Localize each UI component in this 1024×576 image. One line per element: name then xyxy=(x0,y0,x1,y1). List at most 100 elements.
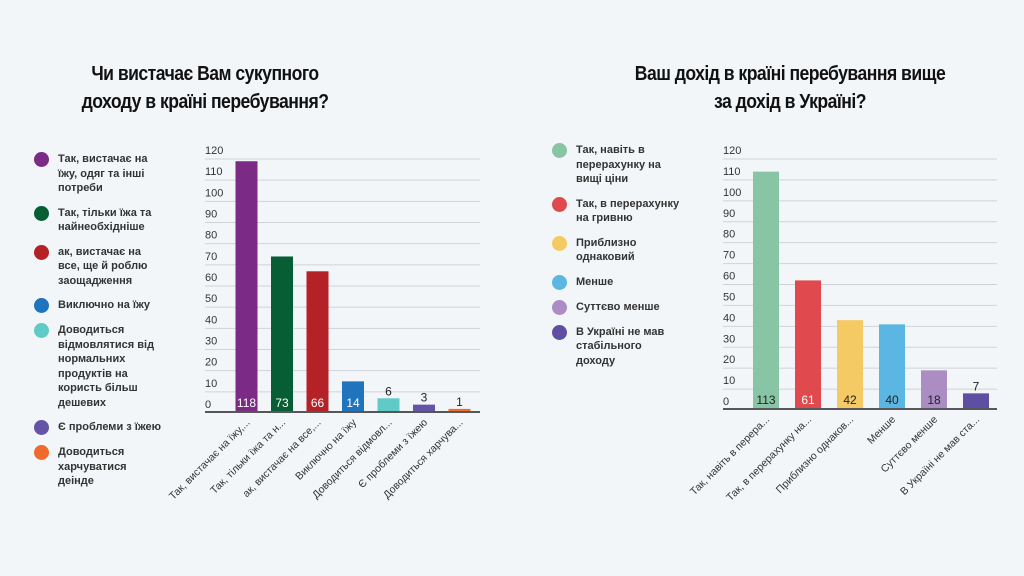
y-tick-label: 110 xyxy=(205,166,223,178)
y-tick-label: 20 xyxy=(205,357,217,369)
legend-swatch xyxy=(34,323,49,338)
bar xyxy=(753,171,779,408)
legend-swatch xyxy=(34,420,49,435)
legend-item: Доводиться відмовлятися від нормальних п… xyxy=(34,323,164,410)
legend-swatch xyxy=(552,235,567,251)
bar-value-label: 18 xyxy=(927,393,941,407)
bar-value-label: 66 xyxy=(311,396,325,410)
bar-value-label: 113 xyxy=(756,393,775,407)
y-tick-label: 70 xyxy=(723,250,735,262)
y-tick-label: 80 xyxy=(205,230,217,242)
bar-value-label: 40 xyxy=(885,393,899,407)
legend-swatch xyxy=(552,196,567,212)
chart2-title: Ваш дохід в країні перебування вище за д… xyxy=(623,60,957,116)
chart1-title-line: Чи вистачає Вам сукупного xyxy=(91,63,319,85)
y-tick-label: 70 xyxy=(205,251,217,263)
y-tick-label: 30 xyxy=(205,336,217,348)
legend-swatch xyxy=(552,143,567,158)
legend-item: Виключно на їжу xyxy=(34,298,164,313)
legend-swatch xyxy=(34,445,49,460)
legend-label: Виключно на їжу xyxy=(58,299,150,311)
legend-label: Так, навіть в перерахунку на вищі ціни xyxy=(576,144,661,185)
y-tick-label: 10 xyxy=(205,378,217,390)
bar-value-label: 6 xyxy=(385,384,392,398)
legend-label: Приблизно однаковий xyxy=(576,236,637,264)
legend-item: Є проблеми з їжею xyxy=(34,420,164,435)
y-tick-label: 60 xyxy=(723,271,735,283)
legend-label: Доводиться харчуватися деінде xyxy=(58,446,127,487)
bar xyxy=(795,280,821,408)
legend-swatch xyxy=(34,244,49,260)
bar xyxy=(377,398,400,411)
bar-value-label: 61 xyxy=(801,393,815,407)
y-tick-label: 20 xyxy=(723,354,735,366)
x-tick-label: Приблизно однаков... xyxy=(774,414,856,496)
y-tick-label: 110 xyxy=(723,166,741,178)
x-tick-label: В Україні не мав ста... xyxy=(898,414,982,498)
legend-swatch xyxy=(552,274,567,290)
legend-item: Доводиться харчуватися деінде xyxy=(34,445,164,489)
bar xyxy=(413,404,435,411)
x-tick-label: Виключно на їжу xyxy=(293,416,359,482)
legend-swatch xyxy=(34,152,49,167)
legend-label: Доводиться відмовлятися від нормальних п… xyxy=(58,324,155,409)
bar xyxy=(837,320,863,408)
y-tick-label: 50 xyxy=(723,291,735,303)
legend-swatch xyxy=(552,324,567,340)
y-tick-label: 30 xyxy=(723,333,735,345)
x-tick-label: Так, в перерахунку на... xyxy=(724,414,814,504)
legend-label: ак, вистачає на все, ще й роблю заощадже… xyxy=(58,245,148,287)
y-tick-label: 40 xyxy=(723,312,735,324)
legend-item: Так, тільки їжа та найнеобхідніше xyxy=(34,205,164,235)
bar xyxy=(306,271,329,411)
bar-value-label: 42 xyxy=(843,393,857,407)
y-tick-label: 50 xyxy=(205,293,217,305)
y-tick-label: 10 xyxy=(723,375,735,387)
bar-value-label: 3 xyxy=(421,391,428,405)
legend-label: Менше xyxy=(576,275,614,288)
y-tick-label: 60 xyxy=(205,272,217,284)
chart2-title-line: за дохід в Україні? xyxy=(714,91,866,113)
bar xyxy=(963,393,989,408)
legend-item: В Україні не мав стабільного доходу xyxy=(552,324,682,369)
legend-label: Так, тільки їжа та найнеобхідніше xyxy=(58,206,152,234)
bar-value-label: 7 xyxy=(973,379,980,393)
y-tick-label: 90 xyxy=(723,208,735,220)
bar xyxy=(342,381,364,411)
y-tick-label: 0 xyxy=(205,399,211,411)
y-tick-label: 100 xyxy=(723,187,741,199)
legend-item: ак, вистачає на все, ще й роблю заощадже… xyxy=(34,244,164,289)
bar xyxy=(271,256,293,411)
y-tick-label: 80 xyxy=(723,229,735,241)
y-tick-label: 100 xyxy=(205,187,223,199)
legend-swatch xyxy=(34,205,49,221)
x-tick-label: Так, навіть в перера... xyxy=(688,414,772,498)
chart2-legend: Так, навіть в перерахунку на вищі ціни Та… xyxy=(552,143,682,378)
legend-label: В Україні не мав стабільного доходу xyxy=(576,325,665,367)
y-tick-label: 40 xyxy=(205,314,217,326)
chart1-title: Чи вистачає Вам сукупного доходу в країн… xyxy=(77,60,332,116)
legend-label: Так, в перерахунку на гривню xyxy=(576,197,680,225)
legend-swatch xyxy=(34,298,49,313)
bar-value-label: 14 xyxy=(346,396,360,410)
bar-value-label: 1 xyxy=(456,395,463,409)
legend-item: Менше xyxy=(552,274,682,290)
bar-value-label: 118 xyxy=(237,396,256,410)
chart1-title-line: доходу в країні перебування? xyxy=(81,91,329,113)
bar-value-label: 73 xyxy=(275,396,289,410)
legend-item: Так, в перерахунку на гривню xyxy=(552,196,682,226)
y-tick-label: 90 xyxy=(205,209,217,221)
legend-item: Суттєво менше xyxy=(552,299,682,315)
chart1-legend: Так, вистачає на їжу, одяг та інші потре… xyxy=(34,152,164,499)
y-tick-label: 0 xyxy=(723,396,729,408)
bar xyxy=(921,370,947,408)
bar xyxy=(448,408,471,411)
x-tick-label: Менше xyxy=(865,414,898,447)
y-tick-label: 120 xyxy=(205,145,223,157)
legend-item: Так, вистачає на їжу, одяг та інші потре… xyxy=(34,152,164,196)
legend-label: Так, вистачає на їжу, одяг та інші потре… xyxy=(58,153,148,194)
bar xyxy=(879,324,905,408)
legend-label: Суттєво менше xyxy=(576,300,660,313)
bar xyxy=(235,161,258,411)
